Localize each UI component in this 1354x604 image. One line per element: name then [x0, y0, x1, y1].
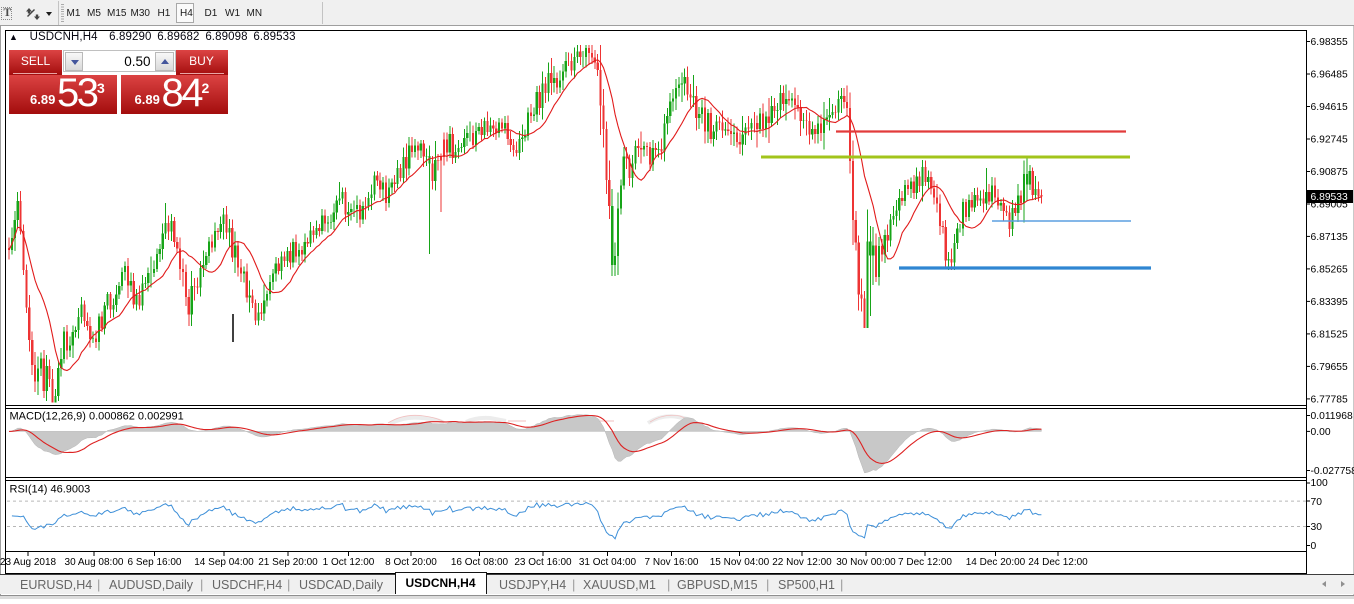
svg-text:14 Dec 20:00: 14 Dec 20:00	[966, 557, 1026, 568]
svg-text:6.79655: 6.79655	[1311, 362, 1348, 373]
svg-text:6.87135: 6.87135	[1311, 232, 1348, 243]
svg-text:22 Nov 12:00: 22 Nov 12:00	[772, 557, 832, 568]
svg-text:24 Dec 12:00: 24 Dec 12:00	[1028, 557, 1088, 568]
svg-text:6.83395: 6.83395	[1311, 297, 1348, 308]
svg-text:6.81525: 6.81525	[1311, 330, 1348, 341]
svg-text:30 Nov 00:00: 30 Nov 00:00	[836, 557, 896, 568]
svg-text:6.94615: 6.94615	[1311, 102, 1348, 113]
svg-text:14 Sep 04:00: 14 Sep 04:00	[194, 557, 254, 568]
svg-text:8 Oct 20:00: 8 Oct 20:00	[385, 557, 437, 568]
svg-text:30 Aug 08:00: 30 Aug 08:00	[65, 557, 124, 568]
svg-text:31 Oct 04:00: 31 Oct 04:00	[579, 557, 637, 568]
svg-text:15 Nov 04:00: 15 Nov 04:00	[710, 557, 770, 568]
svg-text:RSI(14) 46.9003: RSI(14) 46.9003	[10, 484, 91, 496]
svg-text:30: 30	[1311, 522, 1323, 533]
svg-text:6.90875: 6.90875	[1311, 167, 1348, 178]
svg-text:70: 70	[1311, 497, 1323, 508]
svg-text:0.00: 0.00	[1311, 427, 1331, 438]
svg-text:6.92745: 6.92745	[1311, 135, 1348, 146]
svg-text:23 Oct 16:00: 23 Oct 16:00	[514, 557, 572, 568]
svg-text:6.96485: 6.96485	[1311, 70, 1348, 81]
svg-text:100: 100	[1311, 478, 1328, 489]
svg-text:21 Sep 20:00: 21 Sep 20:00	[258, 557, 318, 568]
svg-text:16 Oct 08:00: 16 Oct 08:00	[451, 557, 509, 568]
svg-text:-0.027758: -0.027758	[1311, 466, 1354, 477]
svg-text:6 Sep 16:00: 6 Sep 16:00	[128, 557, 182, 568]
svg-text:6.89533: 6.89533	[1311, 192, 1348, 203]
svg-text:1 Oct 12:00: 1 Oct 12:00	[323, 557, 375, 568]
svg-text:0: 0	[1311, 541, 1317, 552]
svg-text:6.77785: 6.77785	[1311, 395, 1348, 406]
svg-text:MACD(12,26,9) 0.000862 0.00299: MACD(12,26,9) 0.000862 0.002991	[10, 411, 184, 423]
svg-text:0.011968: 0.011968	[1311, 411, 1353, 422]
svg-text:7 Nov 16:00: 7 Nov 16:00	[645, 557, 699, 568]
svg-text:6.85265: 6.85265	[1311, 265, 1348, 276]
svg-text:23 Aug 2018: 23 Aug 2018	[0, 557, 57, 568]
svg-text:6.98355: 6.98355	[1311, 37, 1348, 48]
svg-text:7 Dec 12:00: 7 Dec 12:00	[898, 557, 952, 568]
